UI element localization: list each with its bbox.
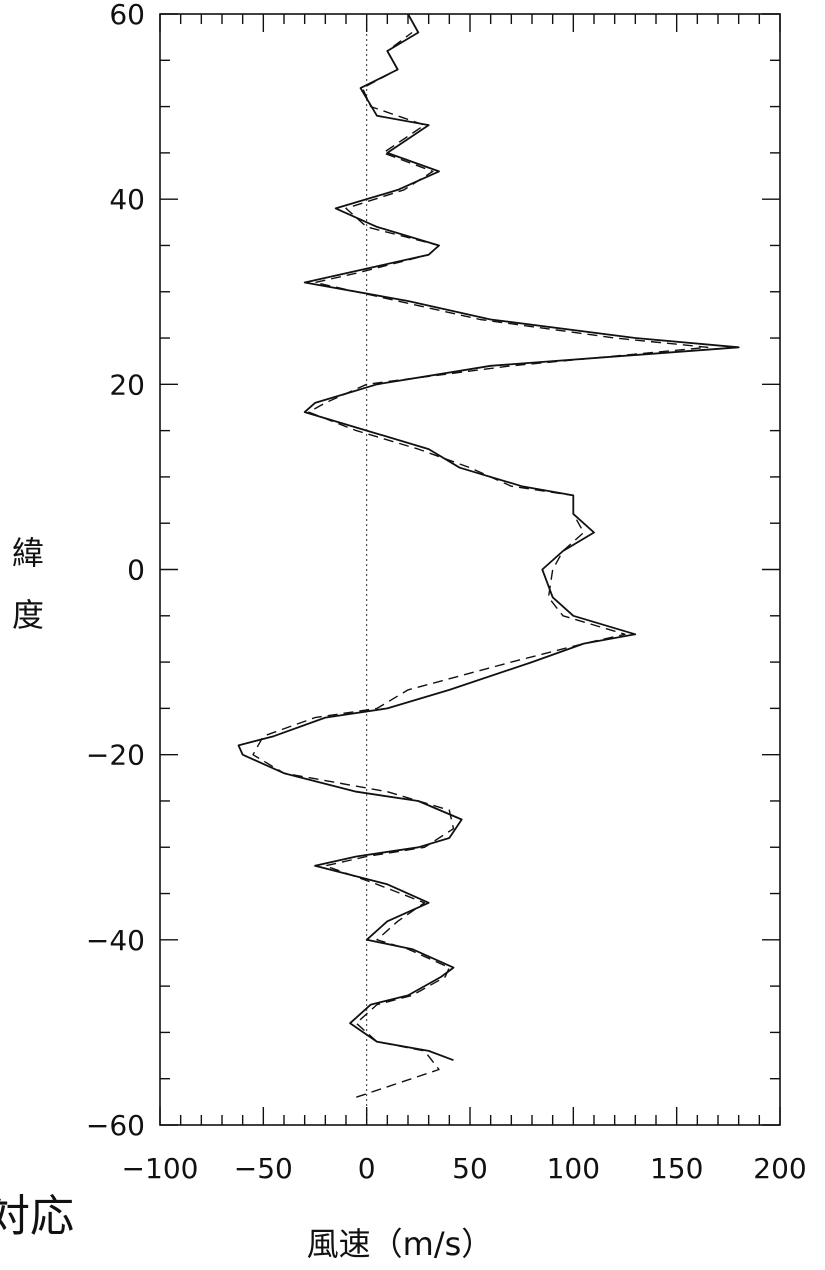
solid-series-line xyxy=(237,13,740,1062)
x-tick-label: 150 xyxy=(650,1152,703,1185)
x-tick-label: −50 xyxy=(234,1152,293,1185)
axis-ticks xyxy=(159,13,781,1126)
y-axis-title-char-1: 緯 xyxy=(12,534,45,572)
x-tick-label: −100 xyxy=(122,1152,199,1185)
x-tick-label: 200 xyxy=(753,1152,806,1185)
data-series xyxy=(237,13,740,1098)
plot-border xyxy=(159,13,781,1126)
tick-labels: −100 −50 0 50 100 150 200 −60 −40 −20 0 20 40 60 xyxy=(86,0,807,1185)
x-tick-label: 100 xyxy=(547,1152,600,1185)
y-tick-label: 0 xyxy=(127,554,145,587)
x-tick-label: 50 xyxy=(452,1152,488,1185)
y-tick-label: 60 xyxy=(109,0,145,31)
y-tick-label: −20 xyxy=(86,739,145,772)
x-tick-label: 0 xyxy=(358,1152,376,1185)
dashed-series-line xyxy=(252,31,709,1098)
y-tick-label: −40 xyxy=(86,924,145,957)
cropped-side-note: 対応 xyxy=(0,1191,74,1242)
y-tick-label: −60 xyxy=(86,1109,145,1142)
y-axis-title-char-2: 度 xyxy=(12,596,45,634)
y-tick-label: 20 xyxy=(109,368,145,401)
plot-frame xyxy=(159,13,781,1126)
x-axis-title: 風速（m/s） xyxy=(307,1225,494,1263)
y-tick-label: 40 xyxy=(109,183,145,216)
